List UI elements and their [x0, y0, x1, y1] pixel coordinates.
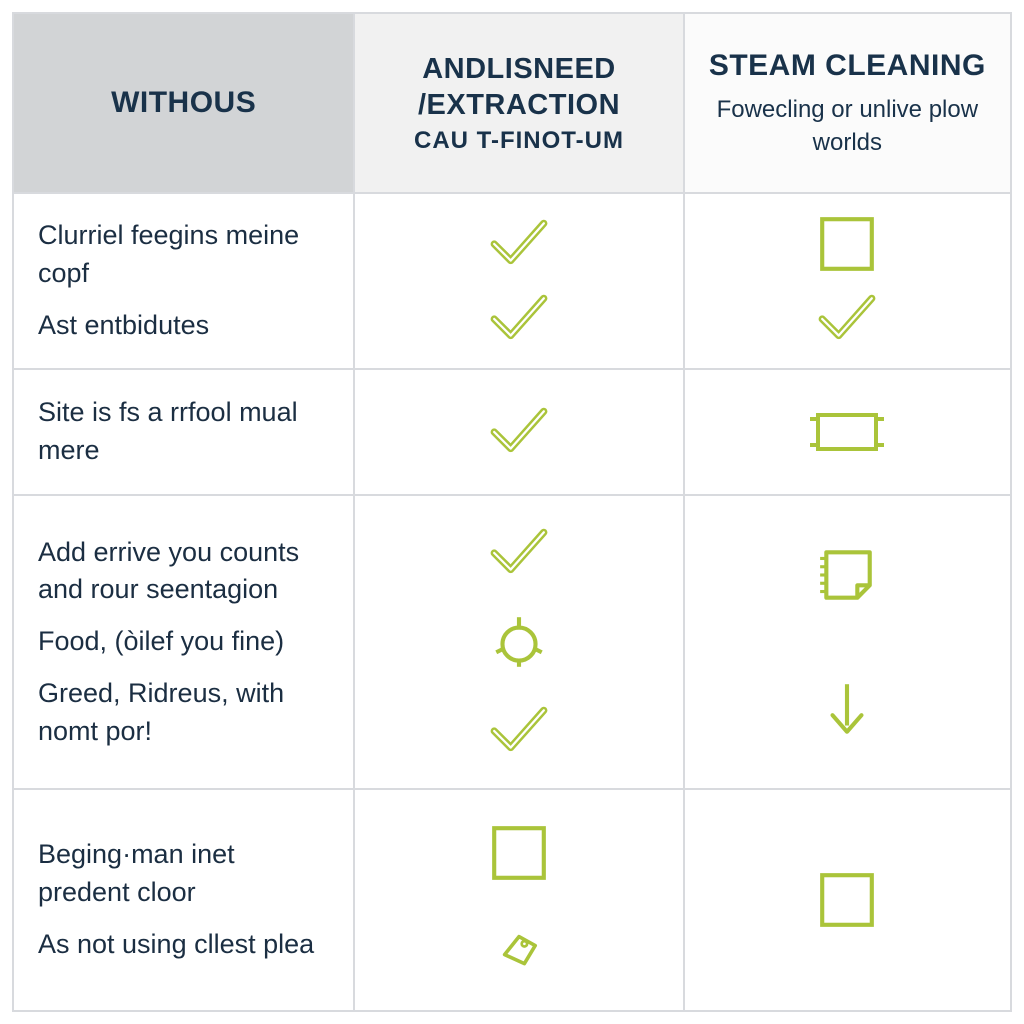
- header-1-title: WITHOUS: [111, 84, 256, 122]
- table-row: Site is fs a rrfool mual mere: [14, 368, 1010, 494]
- row-label: Add errive you counts and rour seentagio…: [38, 534, 329, 610]
- col2-icons: [355, 496, 684, 788]
- tag-icon: [492, 924, 546, 978]
- col2-icons: [355, 370, 684, 494]
- target-icon: [488, 611, 550, 673]
- row-label: Clurriel feegins meine copf: [38, 217, 329, 293]
- header-col-2: ANDLISNEED /EXTRACTION CAU T-FINOT-UM: [355, 14, 684, 192]
- rect-handles-icon: [808, 403, 886, 461]
- col2-icons: [355, 790, 684, 1010]
- col3-icons: [685, 370, 1010, 494]
- check-icon: [488, 700, 550, 762]
- square-icon: [816, 869, 878, 931]
- check-icon: [488, 213, 550, 275]
- header-row: WITHOUS ANDLISNEED /EXTRACTION CAU T-FIN…: [14, 14, 1010, 192]
- arrow-down-icon: [816, 678, 878, 740]
- col2-icons: [355, 194, 684, 368]
- check-icon: [488, 288, 550, 350]
- check-icon: [488, 401, 550, 463]
- row-labels: Clurriel feegins meine copf Ast entbidute…: [14, 194, 355, 368]
- table-row: Add errive you counts and rour seentagio…: [14, 494, 1010, 788]
- col3-icons: [685, 790, 1010, 1010]
- row-label: Site is fs a rrfool mual mere: [38, 394, 329, 470]
- table-row: Beging·man inet predent cloor As not usin…: [14, 788, 1010, 1010]
- col3-icons: [685, 194, 1010, 368]
- header-2-third: CAU T-FINOT-UM: [414, 127, 624, 155]
- header-col-1: WITHOUS: [14, 14, 355, 192]
- row-labels: Add errive you counts and rour seentagio…: [14, 496, 355, 788]
- row-label: Greed, Ridreus, with nomt por!: [38, 675, 329, 751]
- table-row: Clurriel feegins meine copf Ast entbidute…: [14, 192, 1010, 368]
- row-labels: Beging·man inet predent cloor As not usin…: [14, 790, 355, 1010]
- square-icon: [488, 822, 550, 884]
- page-fold-icon: [816, 544, 878, 606]
- row-label: As not using cllest plea: [38, 926, 329, 964]
- comparison-table: WITHOUS ANDLISNEED /EXTRACTION CAU T-FIN…: [12, 12, 1012, 1012]
- header-2-title: ANDLISNEED /EXTRACTION: [373, 51, 664, 124]
- header-col-3: STEAM CLEANING Fowecling or unlive plow …: [685, 14, 1010, 192]
- header-3-title: STEAM CLEANING: [709, 47, 986, 85]
- square-icon: [816, 213, 878, 275]
- row-label: Ast entbidutes: [38, 307, 329, 345]
- col3-icons: [685, 496, 1010, 788]
- row-label: Beging·man inet predent cloor: [38, 836, 329, 912]
- check-icon: [816, 288, 878, 350]
- check-icon: [488, 522, 550, 584]
- row-labels: Site is fs a rrfool mual mere: [14, 370, 355, 494]
- row-label: Food, (òilef you fine): [38, 623, 329, 661]
- header-3-sub: Fowecling or unlive plow worlds: [703, 94, 992, 159]
